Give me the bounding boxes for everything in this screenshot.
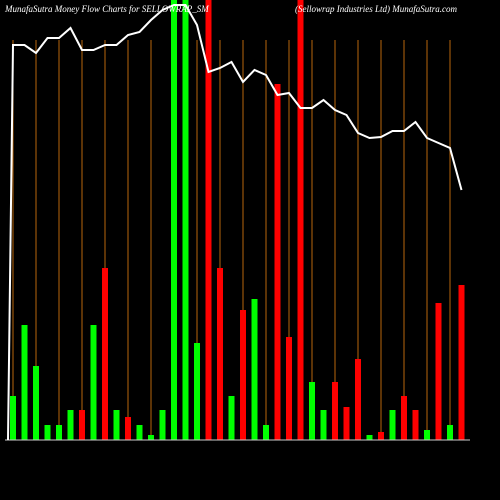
bar [171, 0, 177, 440]
bar [205, 0, 212, 440]
bars [10, 0, 465, 440]
bar [90, 325, 97, 440]
bar [79, 410, 85, 440]
bar [148, 435, 154, 440]
bar [447, 425, 453, 440]
chart-title: MunafaSutra Money Flow Charts for SELLOW… [4, 4, 209, 14]
bar [458, 285, 465, 440]
bar [286, 337, 292, 440]
bar [228, 396, 235, 440]
bar [194, 343, 200, 440]
bar [67, 410, 74, 440]
bar [125, 417, 131, 440]
bar [389, 410, 396, 440]
bar [44, 425, 51, 440]
bar [424, 430, 430, 440]
bar [435, 303, 442, 440]
bar [343, 407, 350, 440]
bar [21, 325, 28, 440]
bar [401, 396, 407, 440]
bar [182, 0, 189, 440]
bar [33, 366, 39, 440]
bar [320, 410, 327, 440]
bar [113, 410, 120, 440]
bar [136, 425, 143, 440]
bar [10, 396, 16, 440]
price-line [7, 4, 463, 441]
bar [217, 268, 223, 440]
bar [412, 410, 419, 440]
bar [263, 425, 269, 440]
bar [251, 299, 258, 440]
bar [355, 359, 361, 440]
bar [309, 382, 315, 440]
bar [240, 310, 246, 440]
bar [159, 410, 166, 440]
bar [366, 435, 373, 440]
bar [378, 432, 384, 440]
bar [274, 84, 281, 440]
bar [56, 425, 62, 440]
bar [102, 268, 108, 440]
bar [297, 0, 304, 440]
bar [332, 382, 338, 440]
chart-subtitle: (Sellowrap Industries Ltd) MunafaSutra.c… [295, 4, 457, 14]
